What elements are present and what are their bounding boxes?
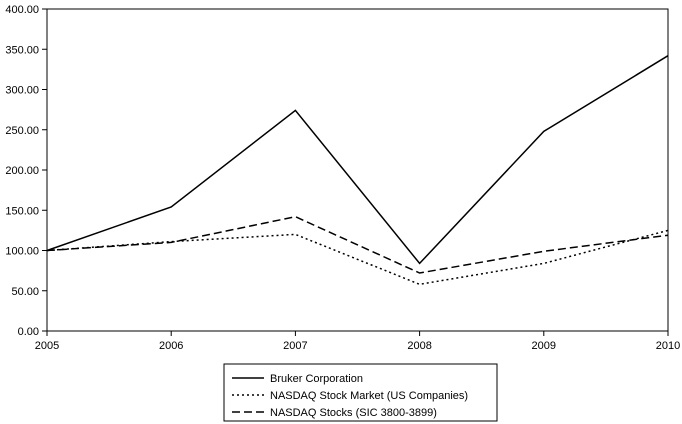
x-axis: 2005 2006 2007 2008 2009 2010 [35,331,680,352]
y-tick-label: 50.00 [11,286,39,298]
x-tick-label: 2005 [35,340,59,352]
legend-box [223,363,498,422]
legend-label: NASDAQ Stock Market (US Companies) [270,390,468,402]
plot-area [46,8,669,332]
x-tick-label: 2007 [283,340,307,352]
y-axis: 0.00 50.00 100.00 150.00 200.00 250.00 300.00 3… [5,4,47,338]
legend-label: Bruker Corporation [270,373,363,385]
plot-border [46,8,669,332]
x-tick-label: 2006 [159,340,183,352]
y-tick-label: 0.00 [18,326,39,338]
y-tick-label: 100.00 [5,246,39,258]
legend: Bruker Corporation NASDAQ Stock Market (U… [223,363,498,422]
y-tick-label: 150.00 [5,205,39,217]
legend-label: NASDAQ Stocks (SIC 3800-3899) [270,407,437,419]
series-line-1 [46,55,669,265]
series-layer [46,55,669,286]
y-tick-label: 300.00 [5,85,39,97]
series-line-2 [46,229,669,286]
series-line-3 [46,215,669,274]
y-tick-label: 200.00 [5,165,39,177]
x-tick-label: 2009 [532,340,556,352]
y-tick-label: 400.00 [5,4,39,16]
y-tick-label: 250.00 [5,125,39,137]
x-tick-label: 2010 [656,340,680,352]
x-tick-label: 2008 [407,340,431,352]
y-tick-label: 350.00 [5,44,39,56]
